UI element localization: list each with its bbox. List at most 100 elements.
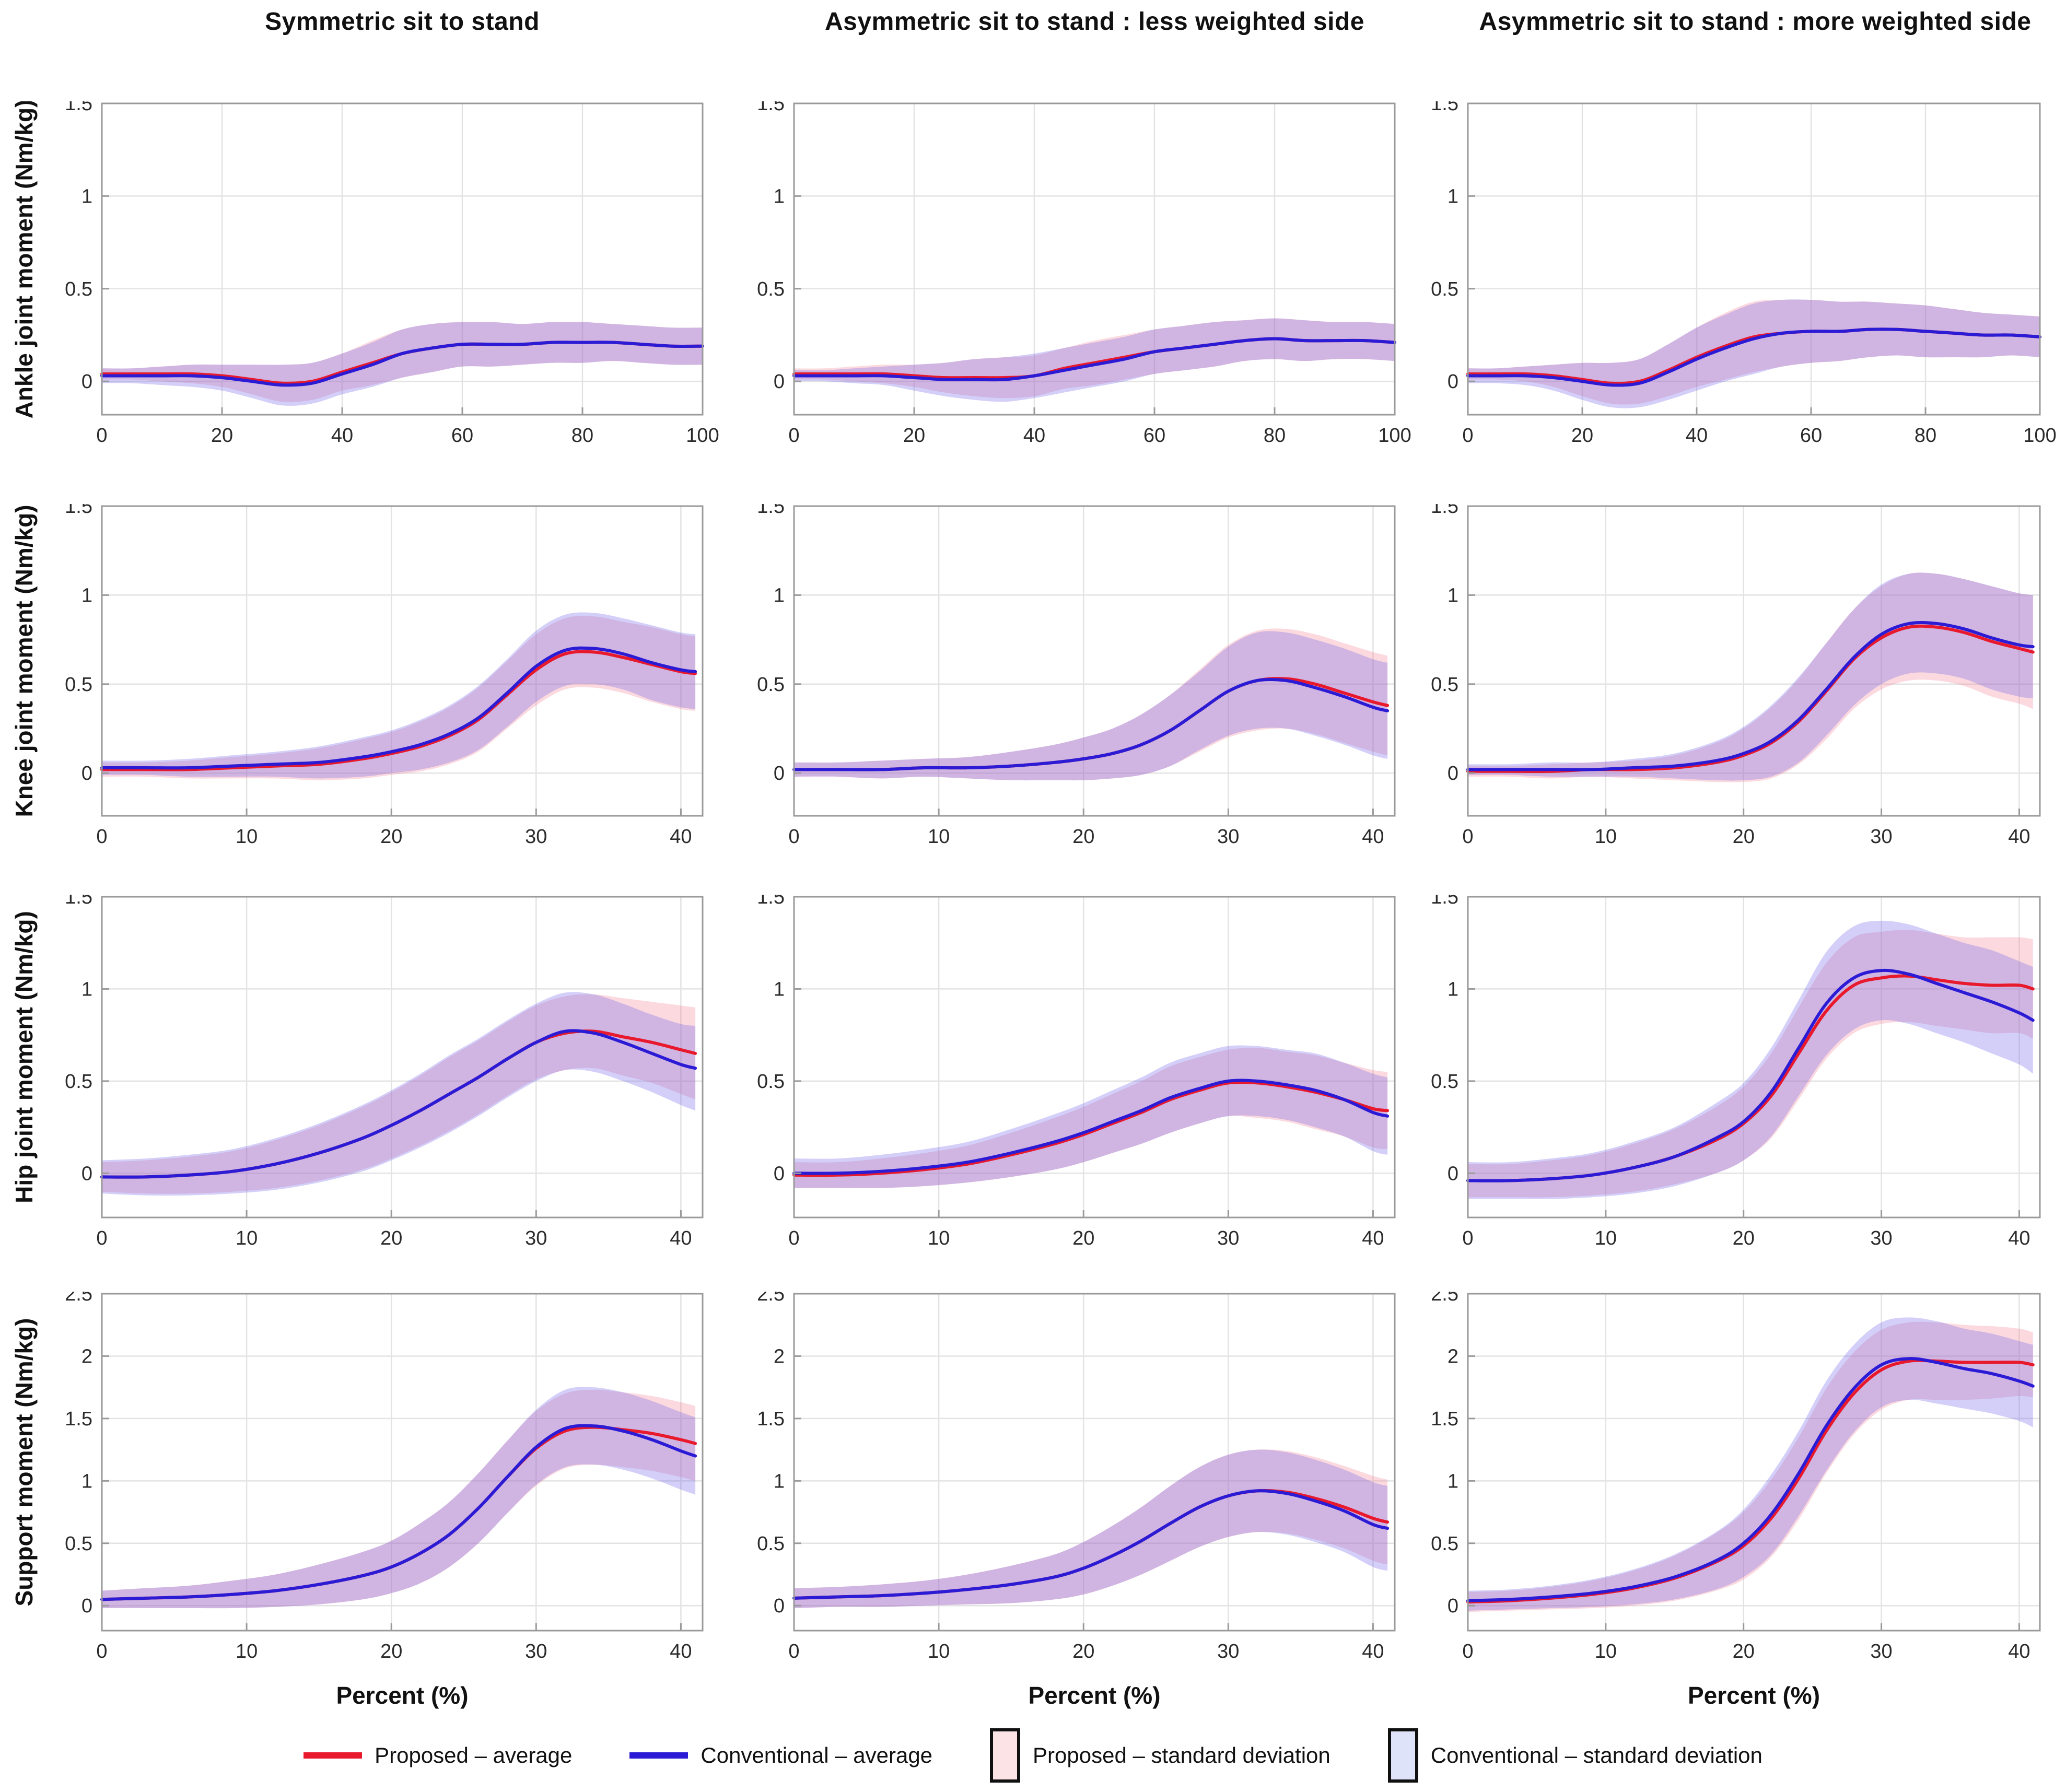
conventional-std-band xyxy=(794,631,1388,781)
x-tick-label: 30 xyxy=(1217,1641,1239,1662)
y-tick-label: 0 xyxy=(774,1163,785,1185)
x-tick-label: 10 xyxy=(928,1227,950,1249)
plot-ankle-less-weighted: 0 20 40 60 80 100 0 0.5 1 1.5 xyxy=(757,101,1411,447)
y-tick-label: 2 xyxy=(774,1345,785,1367)
y-tick-label: 1 xyxy=(774,978,785,1000)
y-tick-label: 0 xyxy=(1448,1163,1458,1185)
tick-marks xyxy=(793,505,1374,816)
legend-label-conventional-average: Conventional – average xyxy=(701,1742,933,1767)
x-axis-label: Percent (%) xyxy=(336,1682,468,1709)
tick-labels: 0 10 20 30 40 0 0.5 1 1.5 2 2.5 xyxy=(757,1292,1384,1662)
conventional-std-band xyxy=(794,1045,1388,1188)
y-tick-label: 0 xyxy=(1448,371,1458,393)
column-titles-row: Symmetric sit to stand Asymmetric sit to… xyxy=(0,0,2066,101)
plot-hip-symmetric: 0 10 20 30 40 0 0.5 1 1.5 Hip joint moment (Nm/kg… xyxy=(10,895,704,1249)
x-tick-label: 10 xyxy=(236,826,258,848)
x-tick-label: 0 xyxy=(1462,826,1473,848)
x-tick-label: 10 xyxy=(928,826,950,848)
axis-box xyxy=(793,102,1396,416)
proposed-std-band xyxy=(102,1389,696,1609)
x-tick-label: 30 xyxy=(1217,1227,1239,1249)
plot-support-symmetric: 0 10 20 30 40 0 0.5 1 1.5 2 2.5 Support moment (Nm/… xyxy=(10,1292,704,1709)
tick-marks xyxy=(101,102,704,415)
x-tick-label: 20 xyxy=(1072,826,1094,848)
plot-ankle-more-weighted: 0 20 40 60 80 100 0 0.5 1 1.5 xyxy=(1431,101,2057,447)
y-tick-label: 1.5 xyxy=(65,101,92,115)
x-tick-label: 40 xyxy=(1023,425,1045,447)
proposed-std-band xyxy=(1468,930,2033,1198)
plot-ankle-symmetric: 0 20 40 60 80 100 0 0.5 1 1.5 Ankle joint moment (… xyxy=(10,101,719,447)
y-tick-label: 1.5 xyxy=(1431,101,1458,115)
x-tick-label: 20 xyxy=(1733,1641,1755,1662)
y-tick-label: 0 xyxy=(81,1595,92,1617)
plot-hip-more-weighted: 0 10 20 30 40 0 0.5 1 1.5 xyxy=(1431,895,2041,1249)
conventional-std-band xyxy=(102,992,696,1196)
x-tick-label: 0 xyxy=(788,826,799,848)
tick-marks xyxy=(101,896,682,1217)
conventional-average-line xyxy=(792,337,1396,382)
axis-box xyxy=(793,1293,1396,1632)
y-tick-label: 2.5 xyxy=(1431,1292,1458,1305)
conventional-average-line xyxy=(792,1489,1390,1600)
conventional-std-band xyxy=(102,322,703,406)
x-tick-label: 30 xyxy=(525,1641,547,1662)
tick-labels: 0 10 20 30 40 0 0.5 1 1.5 xyxy=(1431,504,2030,848)
tick-labels: 0 20 40 60 80 100 0 0.5 1 1.5 xyxy=(65,101,719,447)
plot-grid: 0 20 40 60 80 100 0 0.5 1 1.5 Ankle joint moment (… xyxy=(0,101,2066,1718)
y-tick-label: 0.5 xyxy=(1431,1071,1458,1093)
x-tick-label: 80 xyxy=(571,425,593,447)
plot-knee-symmetric: 0 10 20 30 40 0 0.5 1 1.5 Knee joint moment (Nm/k… xyxy=(10,504,704,848)
x-tick-label: 20 xyxy=(211,425,233,447)
proposed-std-band xyxy=(794,628,1388,781)
x-tick-label: 10 xyxy=(928,1641,950,1662)
y-tick-label: 1.5 xyxy=(1431,1408,1458,1430)
y-tick-label: 0.5 xyxy=(1431,278,1458,300)
y-tick-label: 1 xyxy=(774,584,785,606)
x-tick-label: 10 xyxy=(236,1641,258,1662)
conventional-average-line-swatch xyxy=(629,1752,688,1759)
axis-box xyxy=(793,896,1396,1219)
y-tick-label: 2.5 xyxy=(757,1292,785,1305)
x-tick-label: 40 xyxy=(2008,826,2030,848)
x-tick-label: 40 xyxy=(1362,826,1384,848)
conventional-sd-patch-swatch xyxy=(1387,1728,1418,1783)
x-axis-label: Percent (%) xyxy=(1028,1682,1160,1709)
column-title-symmetric: Symmetric sit to stand xyxy=(265,8,540,36)
conventional-average-line xyxy=(1466,968,2035,1182)
y-tick-label: 0.5 xyxy=(1431,674,1458,696)
conventional-average-line xyxy=(792,1079,1390,1175)
column-title-less-weighted: Asymmetric sit to stand : less weighted … xyxy=(825,8,1364,36)
y-axis-label: Ankle joint moment (Nm/kg) xyxy=(10,101,38,418)
y-tick-label: 2 xyxy=(1448,1345,1458,1367)
x-tick-label: 40 xyxy=(331,425,353,447)
x-tick-label: 40 xyxy=(670,1641,692,1662)
x-tick-label: 0 xyxy=(788,1641,799,1662)
legend-label-proposed-sd: Proposed – standard deviation xyxy=(1033,1742,1330,1767)
x-tick-label: 60 xyxy=(1143,425,1165,447)
tick-marks xyxy=(101,505,682,816)
tick-marks xyxy=(1467,102,2041,415)
tick-marks xyxy=(1467,505,2020,816)
column-title-more-weighted: Asymmetric sit to stand : more weighted … xyxy=(1479,8,2032,36)
tick-marks xyxy=(793,102,1396,415)
tick-labels: 0 20 40 60 80 100 0 0.5 1 1.5 xyxy=(1431,101,2057,447)
tick-marks xyxy=(101,1293,682,1631)
x-tick-label: 20 xyxy=(380,826,402,848)
tick-marks xyxy=(793,896,1374,1217)
tick-labels: 0 10 20 30 40 0 0.5 1 1.5 xyxy=(1431,895,2030,1249)
y-tick-label: 1 xyxy=(1448,1470,1458,1492)
x-tick-label: 20 xyxy=(1072,1641,1094,1662)
y-tick-label: 1 xyxy=(1448,978,1458,1000)
x-tick-label: 30 xyxy=(525,1227,547,1249)
proposed-average-line xyxy=(792,1081,1390,1177)
x-tick-label: 20 xyxy=(1571,425,1593,447)
y-tick-label: 1 xyxy=(81,185,92,207)
y-tick-label: 0 xyxy=(1448,763,1458,784)
x-tick-label: 0 xyxy=(1462,1641,1473,1662)
x-tick-label: 20 xyxy=(380,1227,402,1249)
plot-knee-more-weighted: 0 10 20 30 40 0 0.5 1 1.5 xyxy=(1431,504,2041,848)
x-tick-label: 100 xyxy=(1378,425,1411,447)
proposed-sd-patch-swatch xyxy=(990,1728,1021,1783)
plot-knee-less-weighted: 0 10 20 30 40 0 0.5 1 1.5 xyxy=(757,504,1396,848)
